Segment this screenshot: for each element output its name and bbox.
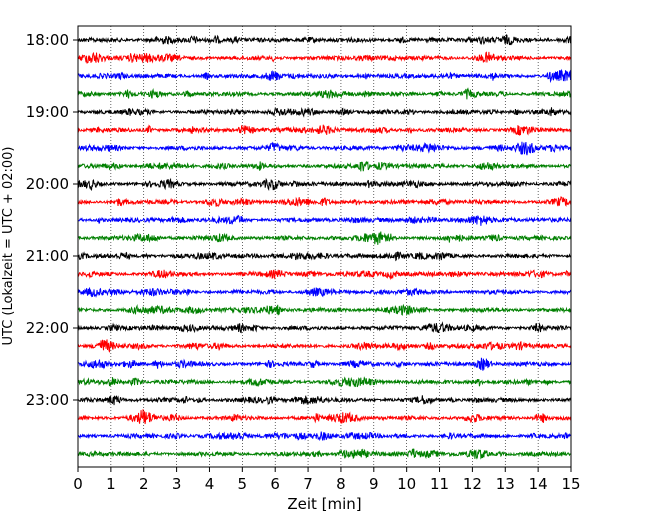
x-tick-label: 4 — [205, 475, 215, 493]
y-tick-label: 19:00 — [26, 103, 69, 121]
y-tick-label: 20:00 — [26, 175, 69, 193]
y-tick-label: 22:00 — [26, 319, 69, 337]
trace-1930 — [77, 141, 572, 156]
trace-1915 — [77, 124, 572, 136]
x-axis-label: Zeit [min] — [287, 495, 361, 513]
plot-frame — [77, 25, 572, 468]
trace-1800 — [77, 34, 572, 46]
x-tick-label: 6 — [270, 475, 280, 493]
x-tick-label: 15 — [561, 475, 580, 493]
x-axis-ticks: 0 1 2 3 4 5 6 7 8 9 10 11 12 13 14 15 — [73, 467, 581, 493]
x-tick-label: 14 — [529, 475, 548, 493]
x-tick-label: 5 — [238, 475, 248, 493]
y-axis-ticks: 18:00 19:00 20:00 21:00 22:00 23:00 — [26, 31, 78, 409]
x-tick-label: 10 — [397, 475, 416, 493]
trace-1845 — [77, 87, 572, 100]
plot-background — [78, 26, 571, 467]
trace-2230 — [77, 357, 572, 371]
trace-2345 — [77, 448, 572, 460]
trace-2215 — [77, 339, 572, 353]
trace-1900 — [77, 107, 572, 118]
y-tick-label: 18:00 — [26, 31, 69, 49]
x-tick-label: 8 — [336, 475, 346, 493]
seismic-traces — [77, 34, 572, 460]
trace-2115 — [77, 269, 572, 281]
y-tick-label: 23:00 — [26, 391, 69, 409]
x-tick-label: 1 — [106, 475, 116, 493]
trace-1815 — [77, 51, 572, 64]
trace-2200 — [77, 321, 572, 334]
trace-2015 — [77, 196, 572, 208]
y-tick-label: 21:00 — [26, 247, 69, 265]
trace-2030 — [77, 214, 572, 226]
trace-2315 — [77, 409, 572, 425]
trace-2100 — [77, 251, 572, 262]
x-tick-label: 13 — [496, 475, 515, 493]
x-tick-label: 2 — [139, 475, 149, 493]
trace-2045 — [77, 231, 572, 245]
trace-1945 — [77, 160, 572, 172]
trace-2145 — [77, 303, 572, 317]
x-tick-label: 7 — [303, 475, 313, 493]
trace-1830 — [77, 68, 572, 84]
x-tick-label: 9 — [369, 475, 379, 493]
x-tick-label: 12 — [463, 475, 482, 493]
x-tick-label: 3 — [172, 475, 182, 493]
trace-2245 — [77, 376, 572, 388]
x-tick-label: 11 — [430, 475, 449, 493]
x-tick-label: 0 — [73, 475, 83, 493]
y-axis-label: UTC (Lokalzeit = UTC + 02:00) — [1, 147, 16, 346]
trace-2330 — [77, 431, 572, 442]
trace-2130 — [77, 287, 572, 298]
trace-2000 — [77, 177, 572, 192]
trace-2300 — [77, 395, 572, 406]
